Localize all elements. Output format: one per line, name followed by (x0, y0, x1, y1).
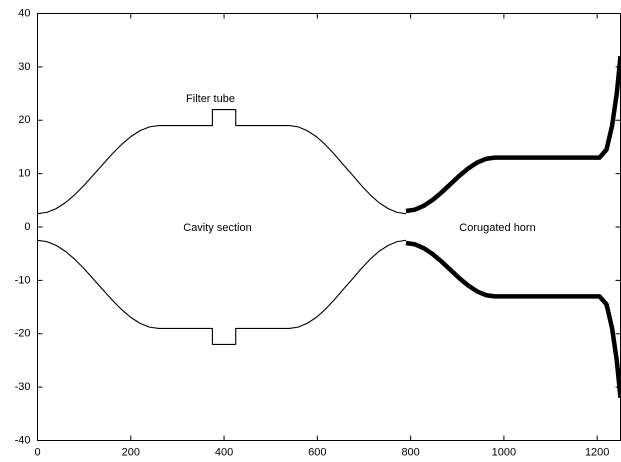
x-tick-label: 1200 (585, 446, 609, 458)
y-tick-label: -40 (15, 434, 31, 446)
profile-line (37, 109, 407, 215)
y-tick-label: -20 (15, 328, 31, 340)
profile-line (405, 55, 621, 214)
x-tick-label: 200 (122, 446, 140, 458)
profile-line (37, 239, 407, 345)
y-tick-label: 30 (18, 61, 30, 73)
x-tick-label: 800 (401, 446, 419, 458)
annotation: Corugated horn (459, 222, 535, 234)
profile-line (405, 240, 621, 399)
x-tick-label: 0 (34, 446, 40, 458)
x-tick-label: 600 (308, 446, 326, 458)
x-tick-label: 400 (215, 446, 233, 458)
y-tick-label: 10 (18, 168, 30, 180)
x-tick-label: 1000 (492, 446, 516, 458)
y-tick-label: 0 (24, 221, 30, 233)
y-tick-label: 20 (18, 114, 30, 126)
y-tick-label: 40 (18, 7, 30, 19)
annotation: Filter tube (186, 93, 235, 105)
y-tick-label: -30 (15, 381, 31, 393)
y-tick-label: -10 (15, 274, 31, 286)
annotation: Cavity section (183, 222, 251, 234)
